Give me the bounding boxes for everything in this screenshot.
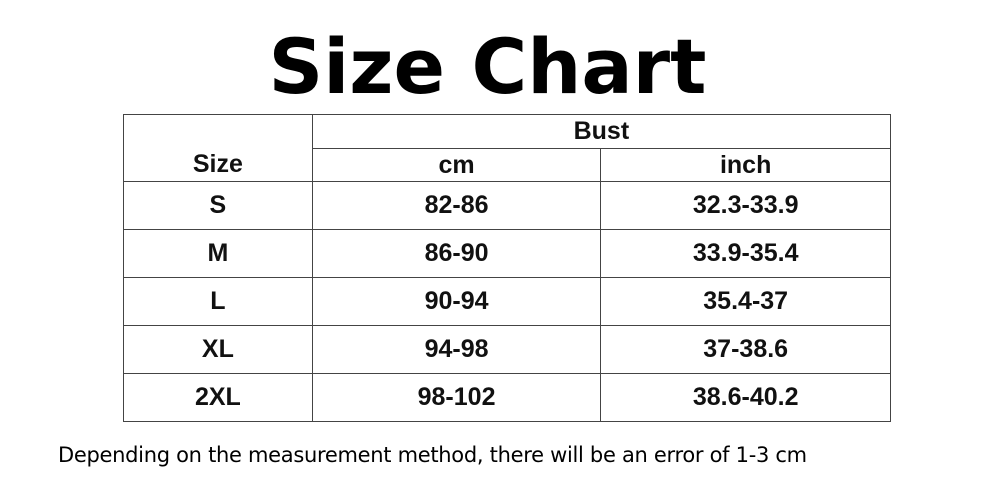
- footer-note: Depending on the measurement method, the…: [58, 443, 807, 467]
- size-cell: L: [123, 277, 313, 326]
- inch-cell: 35.4-37: [600, 277, 891, 326]
- table-row: M 86-90 33.9-35.4: [123, 229, 891, 278]
- bust-header: Bust: [311, 114, 892, 149]
- cm-header: cm: [311, 148, 602, 182]
- inch-cell: 38.6-40.2: [600, 373, 891, 422]
- table-row: S 82-86 32.3-33.9: [123, 181, 891, 230]
- table-row: 2XL 98-102 38.6-40.2: [123, 373, 891, 422]
- size-cell: 2XL: [123, 373, 313, 422]
- size-cell: XL: [123, 325, 313, 374]
- size-cell: M: [123, 229, 313, 278]
- inch-cell: 33.9-35.4: [600, 229, 891, 278]
- table-header-row: Size Bust: [123, 114, 892, 182]
- table-subheader-row: cm inch: [124, 148, 891, 182]
- cm-cell: 98-102: [311, 373, 602, 422]
- inch-header: inch: [600, 148, 891, 182]
- cm-cell: 94-98: [311, 325, 602, 374]
- cm-cell: 90-94: [311, 277, 602, 326]
- cm-cell: 82-86: [311, 181, 602, 230]
- cm-cell: 86-90: [311, 229, 602, 278]
- size-header: Size: [123, 114, 313, 182]
- page-title: Size Chart: [268, 22, 707, 111]
- inch-cell: 37-38.6: [600, 325, 891, 374]
- size-cell: S: [123, 181, 313, 230]
- size-chart-table: Size Bust cm inch S 82-86 32.3-33.9 M 86…: [123, 114, 892, 422]
- table-row: XL 94-98 37-38.6: [123, 325, 891, 374]
- table-row: L 90-94 35.4-37: [123, 277, 891, 326]
- inch-cell: 32.3-33.9: [600, 181, 891, 230]
